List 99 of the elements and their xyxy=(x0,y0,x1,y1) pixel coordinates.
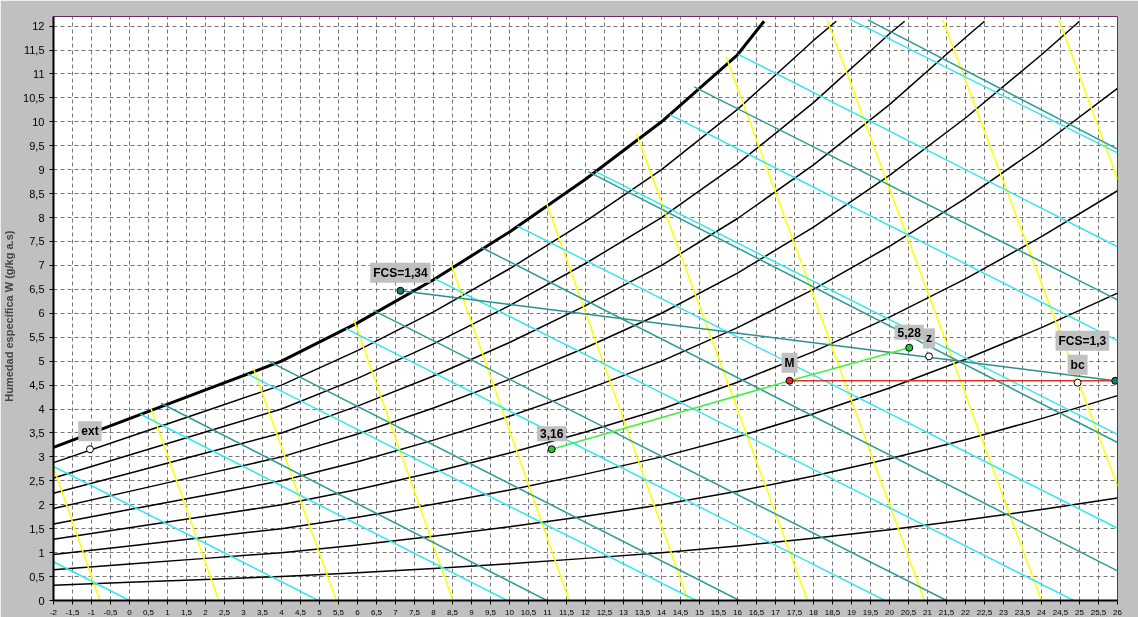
x-tick-label: 5 xyxy=(317,607,323,617)
x-tick-label: 25 xyxy=(1075,607,1085,617)
x-tick-label: 20,5 xyxy=(900,607,917,617)
x-tick-label: 22,5 xyxy=(976,607,993,617)
point xyxy=(396,286,405,295)
annotation: M xyxy=(784,355,795,370)
y-tick-label: 2,5 xyxy=(29,474,45,487)
annotation: 3,16 xyxy=(540,427,564,442)
x-tick-label: 2 xyxy=(203,607,209,617)
x-tick-label: 0,5 xyxy=(142,607,155,617)
x-tick-label: 11 xyxy=(543,607,553,617)
annotation: FCS=1,3 xyxy=(1058,333,1107,348)
x-tick-label: 8 xyxy=(431,607,437,617)
x-tick-label: 21,5 xyxy=(938,607,955,617)
y-tick-label: 10,5 xyxy=(23,91,45,104)
x-tick-label: 24,5 xyxy=(1052,607,1069,617)
x-tick-label: 6,5 xyxy=(370,607,383,617)
x-tick-label: 4,5 xyxy=(294,607,307,617)
annotation: 5,28 xyxy=(897,325,922,340)
x-tick-label: 7,5 xyxy=(408,607,421,617)
x-tick-label: 17 xyxy=(771,607,781,617)
x-tick-label: 4 xyxy=(279,607,285,617)
x-tick-label: -1 xyxy=(87,607,96,617)
x-tick-label: 20 xyxy=(885,607,895,617)
x-tick-label: 22 xyxy=(961,607,971,617)
point xyxy=(1073,378,1082,387)
y-tick-label: 11 xyxy=(33,67,45,80)
x-tick-label: 10,5 xyxy=(520,607,537,617)
y-tick-label: 10 xyxy=(32,115,45,128)
point xyxy=(1111,376,1118,385)
y-tick-label: 2 xyxy=(38,498,45,511)
y-tick-label: 8,5 xyxy=(29,187,45,200)
y-tick-label: 5,5 xyxy=(29,331,45,344)
annotation: ext xyxy=(81,424,99,439)
y-tick-label: 8 xyxy=(38,211,45,224)
y-tick-label: 0 xyxy=(38,594,45,607)
x-tick-label: 14,5 xyxy=(672,607,689,617)
point xyxy=(925,352,934,361)
x-tick-label: 3,5 xyxy=(256,607,269,617)
x-tick-label: 12,5 xyxy=(596,607,613,617)
x-tick-label: 9,5 xyxy=(484,607,497,617)
y-tick-label: 3 xyxy=(38,450,45,463)
x-tick-label: -1,5 xyxy=(65,607,80,617)
x-tick-label: -2 xyxy=(49,607,58,617)
x-tick-label: 19,5 xyxy=(862,607,879,617)
y-tick-label: 11,5 xyxy=(23,44,45,57)
annotation: z xyxy=(926,331,933,346)
x-tick-label: 23,5 xyxy=(1014,607,1031,617)
y-tick-label: 4 xyxy=(38,403,45,416)
x-tick-label: 9 xyxy=(469,607,475,617)
y-tick-label: 1 xyxy=(38,546,45,559)
x-tick-label: 1,5 xyxy=(180,607,193,617)
y-tick-label: 12 xyxy=(32,20,45,33)
x-tick-label: 24 xyxy=(1037,607,1047,617)
y-tick-label: 6,5 xyxy=(29,283,45,296)
y-tick-label: 9 xyxy=(38,163,45,176)
x-tick-label: 26 xyxy=(1113,607,1123,617)
x-tick-label: 14 xyxy=(657,607,667,617)
x-tick-label: 6 xyxy=(355,607,361,617)
annotation: FCS=1,34 xyxy=(373,265,428,280)
point xyxy=(85,445,94,454)
point xyxy=(547,445,556,454)
y-tick-label: 0,5 xyxy=(29,570,45,583)
y-tick-label: 5 xyxy=(38,355,45,368)
x-tick-label: 3 xyxy=(241,607,247,617)
y-tick-label: 7,5 xyxy=(29,235,45,248)
x-tick-label: 18 xyxy=(809,607,819,617)
x-tick-label: -0,5 xyxy=(103,607,118,617)
x-tick-label: 16 xyxy=(733,607,743,617)
annotation: bc xyxy=(1070,357,1085,372)
x-tick-label: 10 xyxy=(505,607,515,617)
x-tick-label: 23 xyxy=(999,607,1009,617)
x-tick-label: 15 xyxy=(695,607,705,617)
x-tick-label: 0 xyxy=(127,607,133,617)
y-tick-label: 9,5 xyxy=(29,139,45,152)
x-tick-label: 19 xyxy=(847,607,857,617)
x-tick-label: 25,5 xyxy=(1090,607,1107,617)
x-tick-label: 7 xyxy=(393,607,399,617)
y-tick-label: 7 xyxy=(38,259,45,272)
y-tick-label: 4,5 xyxy=(29,379,45,392)
x-tick-label: 2,5 xyxy=(218,607,231,617)
x-tick-label: 21 xyxy=(923,607,933,617)
x-tick-label: 17,5 xyxy=(786,607,803,617)
x-tick-label: 12 xyxy=(581,607,591,617)
y-axis-title: Humedad específica W (g/kg a.s) xyxy=(3,230,16,402)
x-tick-label: 15,5 xyxy=(710,607,727,617)
x-tick-label: 5,5 xyxy=(332,607,345,617)
point xyxy=(785,376,794,385)
x-tick-label: 1 xyxy=(165,607,171,617)
x-tick-label: 8,5 xyxy=(446,607,459,617)
x-tick-label: 13 xyxy=(619,607,629,617)
y-tick-label: 6 xyxy=(38,307,45,320)
x-tick-label: 18,5 xyxy=(824,607,841,617)
x-tick-label: 11,5 xyxy=(559,607,575,617)
y-tick-label: 3,5 xyxy=(29,426,45,439)
y-tick-label: 1,5 xyxy=(29,522,45,535)
x-tick-label: 16,5 xyxy=(748,607,765,617)
x-tick-label: 13,5 xyxy=(634,607,651,617)
point xyxy=(905,343,914,352)
